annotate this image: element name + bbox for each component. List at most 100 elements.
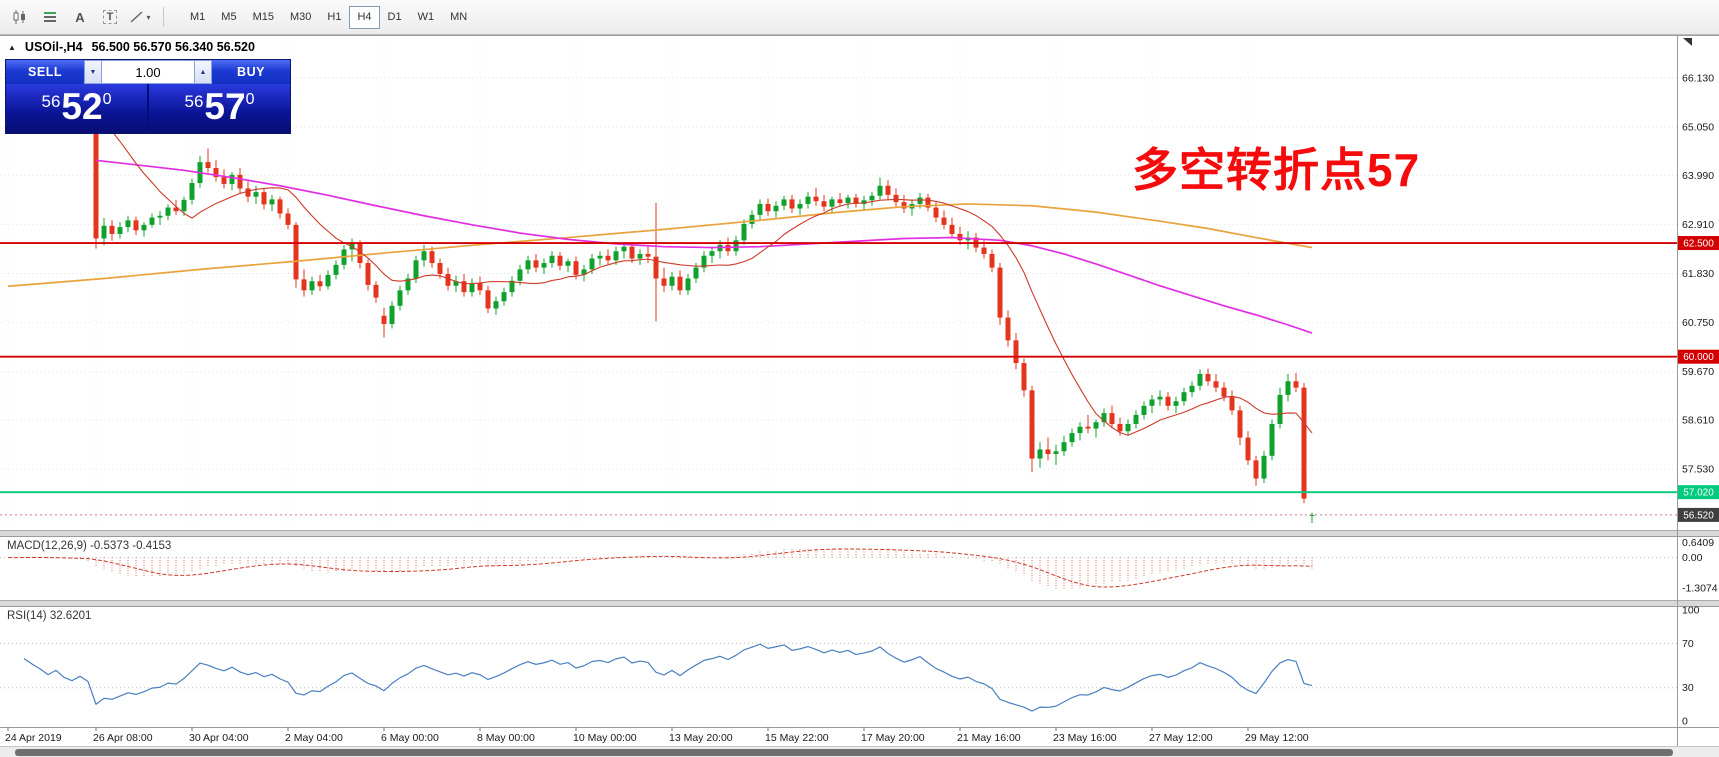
candle (925, 197, 931, 208)
text-tool-button[interactable]: T (96, 5, 124, 30)
timeframe-d1[interactable]: D1 (380, 6, 410, 29)
buy-price-prefix: 56 (184, 92, 204, 111)
indicators-button[interactable] (36, 5, 64, 30)
timeframe-h4[interactable]: H4 (349, 5, 380, 29)
candle (733, 240, 739, 252)
candle (525, 260, 531, 270)
sell-price-main: 52 (61, 86, 103, 127)
candle (1077, 426, 1083, 434)
timeframe-h1[interactable]: H1 (319, 6, 349, 29)
candlestick-chart-button[interactable] (6, 5, 34, 30)
candle (861, 200, 867, 204)
sell-price-display[interactable]: 56 52 0 (6, 84, 147, 133)
candle (669, 276, 675, 286)
text-tool-icon: T (102, 10, 118, 24)
pane-borders (0, 35, 1719, 746)
candle (605, 255, 611, 261)
candle (917, 197, 923, 204)
volume-decrease-button[interactable]: ▼ (84, 60, 102, 84)
buy-price-display[interactable]: 56 57 0 (149, 84, 290, 133)
svg-text:15 May 22:00: 15 May 22:00 (765, 732, 829, 744)
svg-text:57.530: 57.530 (1682, 463, 1714, 475)
candle (549, 255, 555, 264)
timeframe-m15[interactable]: M15 (245, 6, 282, 29)
candle (333, 264, 339, 275)
chevron-down-icon: ▾ (146, 12, 151, 22)
candle (1141, 405, 1147, 415)
candle (461, 281, 467, 293)
candle (653, 256, 659, 279)
candle (1005, 317, 1011, 341)
price-axis[interactable]: 66.130 65.050 63.990 62.910 61.830 60.750 59.6… (1678, 73, 1719, 728)
candle (853, 197, 859, 204)
timeframe-w1[interactable]: W1 (410, 6, 443, 29)
svg-text:-1.3074: -1.3074 (1682, 583, 1718, 595)
candle (933, 207, 939, 218)
candlestick-chart-icon (13, 10, 25, 24)
timeframe-m1[interactable]: M1 (182, 6, 213, 29)
candle (773, 205, 779, 212)
candle (485, 290, 491, 309)
candle (901, 202, 907, 209)
rsi-line (23, 643, 1313, 712)
timeframe-m30[interactable]: M30 (282, 6, 319, 29)
candle (1157, 396, 1163, 400)
svg-text:65.050: 65.050 (1682, 122, 1714, 134)
candle (213, 168, 219, 178)
candle (1101, 413, 1107, 423)
candle (1293, 381, 1299, 388)
price-tag (1678, 485, 1719, 500)
svg-text:21 May 16:00: 21 May 16:00 (957, 732, 1021, 744)
svg-text:61.830: 61.830 (1682, 268, 1714, 280)
timeframe-group: M1 M5 M15 M30 H1 H4 D1 W1 MN (182, 5, 475, 29)
svg-text:62.500: 62.500 (1683, 239, 1714, 250)
candle (741, 223, 747, 241)
horizontal-scrollbar[interactable] (0, 746, 1719, 757)
candle (621, 246, 627, 252)
candle (1165, 396, 1171, 406)
svg-text:0.00: 0.00 (1682, 552, 1703, 564)
volume-field[interactable]: 1.00 (102, 60, 194, 84)
candle (365, 263, 371, 285)
svg-text:2 May 04:00: 2 May 04:00 (285, 732, 343, 744)
candle (301, 279, 307, 291)
trade-controls-row: SELL ▼ 1.00 ▲ BUY (6, 60, 290, 84)
candle (749, 214, 755, 224)
macd-label: MACD(12,26,9) -0.5373 -0.4153 (7, 540, 172, 552)
candle (133, 220, 139, 231)
timeframe-mn[interactable]: MN (442, 6, 475, 29)
candle (309, 281, 315, 291)
candle (381, 315, 387, 324)
candle (141, 224, 147, 231)
candle (205, 162, 211, 169)
draw-tools-button[interactable]: ▾ (126, 5, 154, 30)
svg-text:66.130: 66.130 (1682, 73, 1714, 85)
candle (1045, 449, 1051, 454)
candle (573, 261, 579, 275)
candle (261, 192, 267, 205)
trade-prices-row: 56 52 0 56 57 0 (6, 84, 290, 133)
candle (221, 177, 227, 184)
candle (1109, 413, 1115, 424)
candle (437, 263, 443, 274)
candle (589, 258, 595, 270)
svg-text:10 May 00:00: 10 May 00:00 (573, 732, 637, 744)
buy-button[interactable]: BUY (212, 60, 290, 84)
candle (613, 251, 619, 261)
sell-button[interactable]: SELL (6, 60, 84, 84)
candle (149, 217, 155, 225)
candle (157, 215, 163, 218)
scrollbar-thumb[interactable] (15, 749, 1673, 756)
time-axis[interactable]: 24 Apr 2019 26 Apr 08:00 30 Apr 04:00 2 May… (5, 727, 1309, 744)
arrow-label-button[interactable]: A (66, 5, 94, 30)
price-tag (1678, 236, 1719, 251)
svg-text:60.750: 60.750 (1682, 317, 1714, 329)
candle (1149, 399, 1155, 406)
candle (181, 199, 187, 212)
timeframe-m5[interactable]: M5 (213, 6, 244, 29)
candle (845, 197, 851, 204)
volume-increase-button[interactable]: ▲ (194, 60, 212, 84)
moving-averages (7, 119, 1313, 436)
